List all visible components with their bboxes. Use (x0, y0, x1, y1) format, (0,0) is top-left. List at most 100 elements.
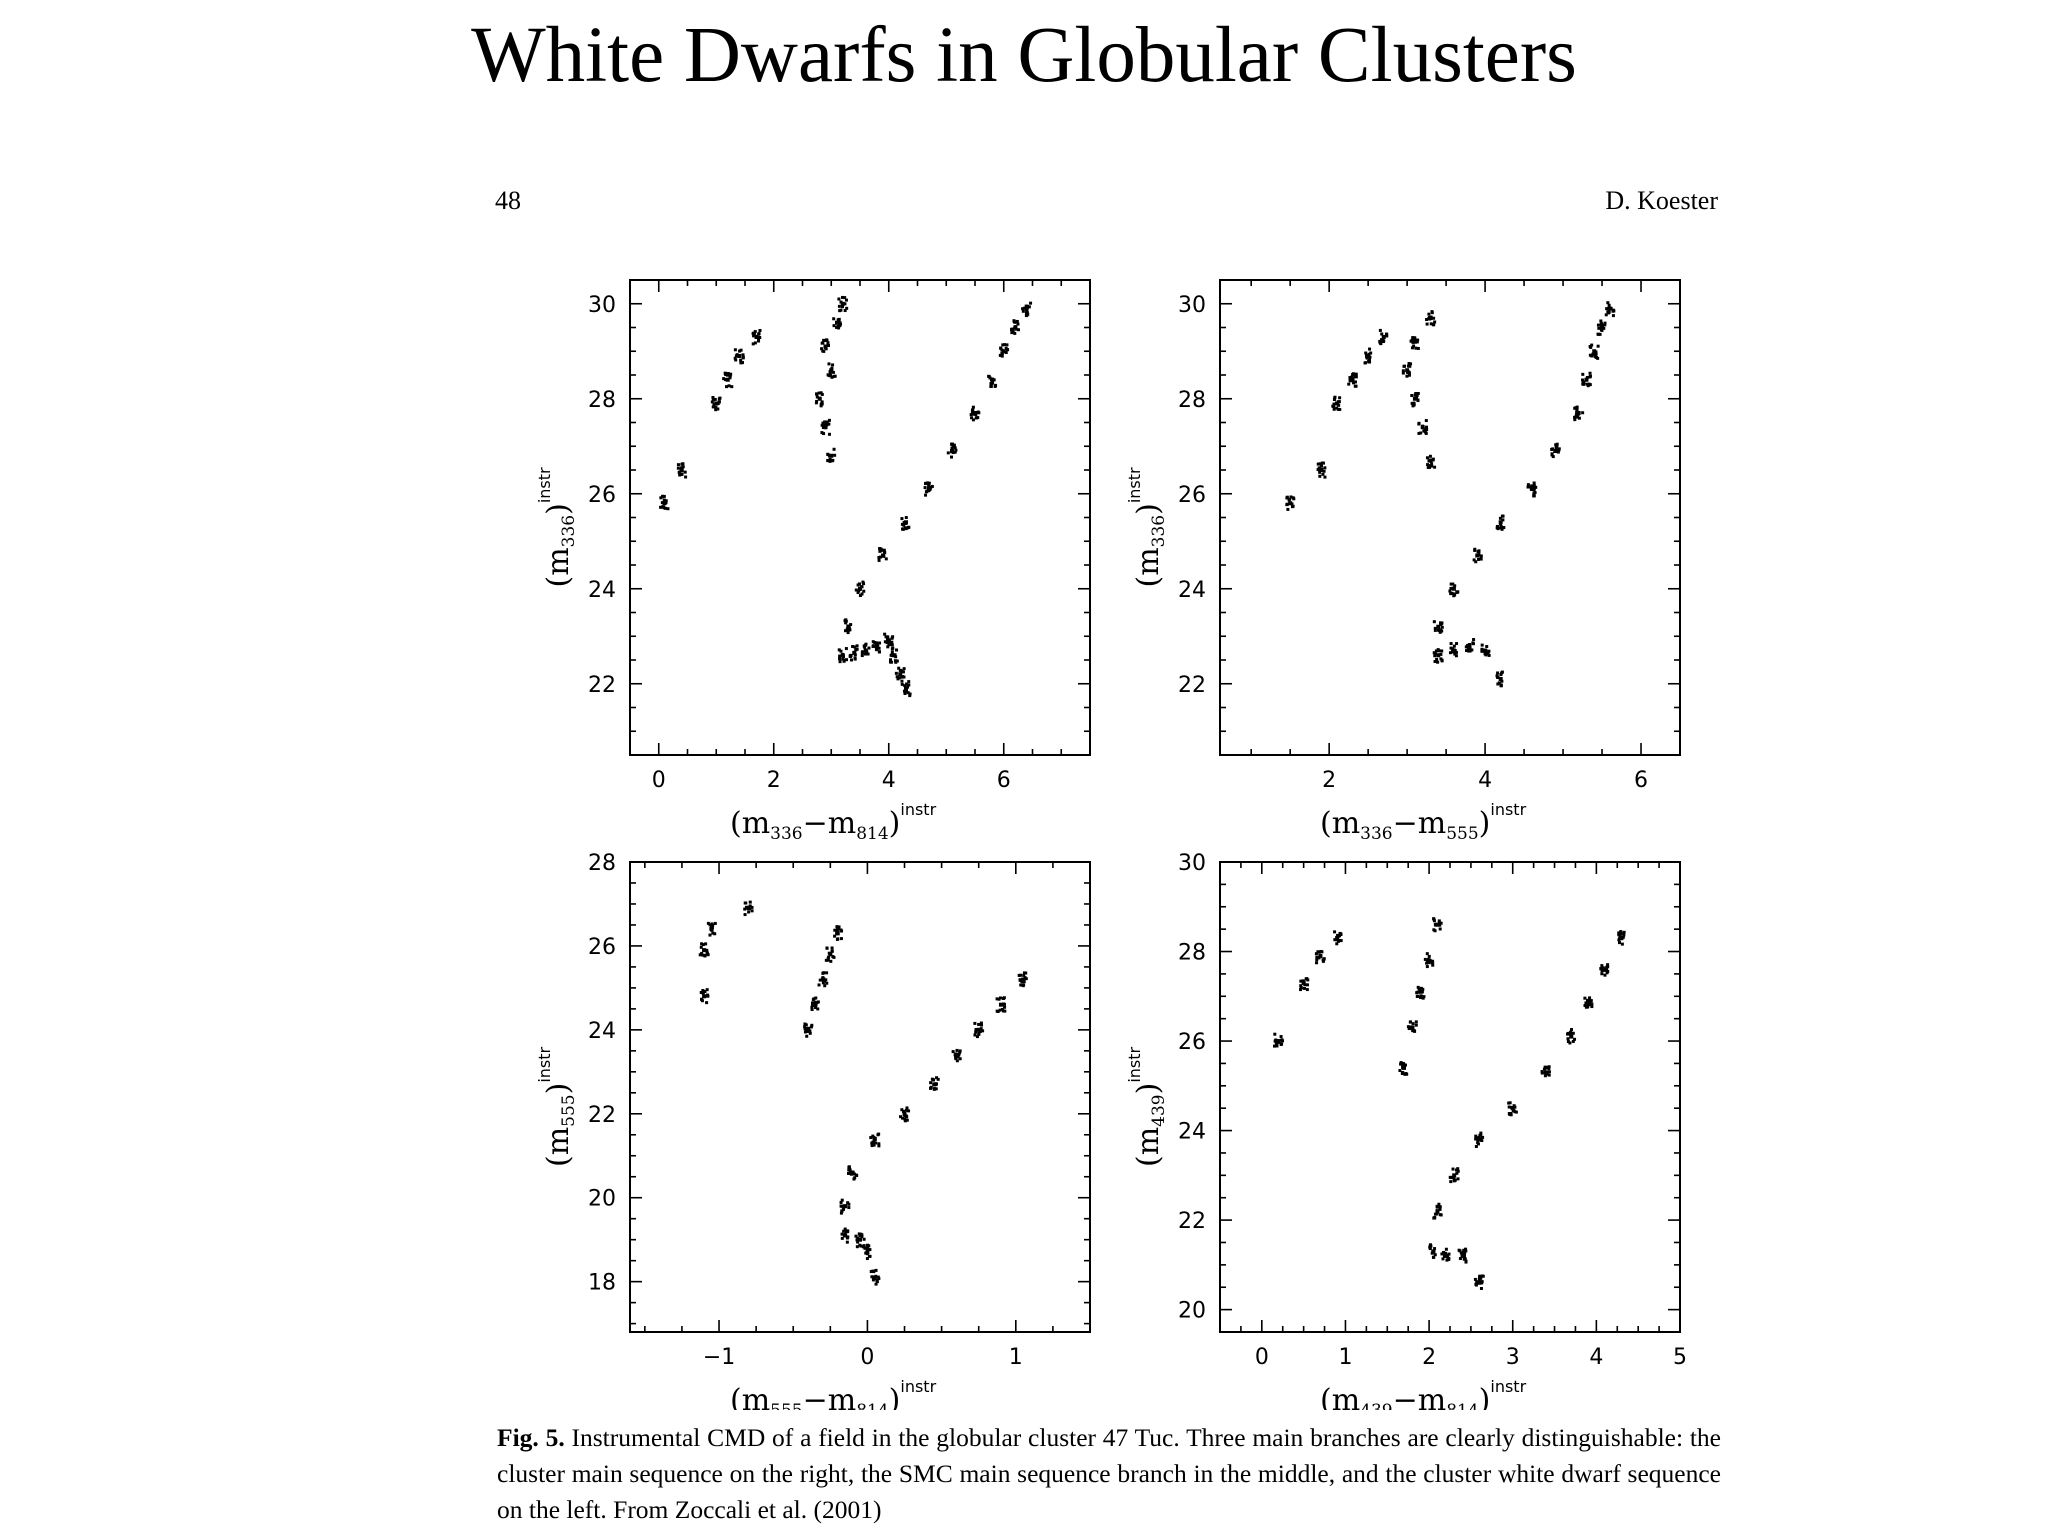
data-point-jitter (808, 1031, 812, 1035)
data-point-jitter (1432, 651, 1436, 655)
data-point-jitter (979, 1027, 983, 1031)
data-point-jitter (1599, 328, 1603, 332)
data-point-jitter (902, 689, 906, 693)
data-point-jitter (1400, 1072, 1404, 1076)
data-point-jitter (854, 648, 858, 652)
data-point-jitter (804, 1023, 808, 1027)
data-point-jitter (849, 654, 853, 658)
data-point-jitter (738, 349, 742, 353)
data-point-jitter (855, 644, 859, 648)
data-point-jitter (1585, 1003, 1589, 1007)
data-point-jitter (829, 374, 833, 378)
data-point-jitter (901, 527, 905, 531)
data-point-jitter (871, 1134, 875, 1138)
data-point-jitter (954, 1055, 958, 1059)
data-point-jitter (950, 455, 954, 459)
data-point-jitter (1445, 1258, 1449, 1262)
data-point-jitter (1412, 338, 1416, 342)
data-point-jitter (739, 358, 743, 362)
y-tick-label: 28 (588, 851, 616, 876)
data-point-jitter (869, 1136, 873, 1140)
data-point-jitter (971, 408, 975, 412)
data-point-jitter (827, 373, 831, 377)
y-tick-label: 30 (1178, 851, 1206, 876)
data-point-jitter (867, 646, 871, 650)
data-point-jitter (831, 370, 835, 374)
data-point-jitter (1476, 1141, 1480, 1145)
data-point-jitter (1605, 307, 1609, 311)
data-point-jitter (832, 955, 836, 959)
data-point-jitter (1003, 1009, 1007, 1013)
data-point-jitter (928, 487, 932, 491)
data-point-jitter (841, 305, 845, 309)
data-point-jitter (1423, 430, 1427, 434)
data-point-jitter (1408, 1027, 1412, 1031)
y-tick-label: 26 (1178, 483, 1206, 508)
data-point-jitter (907, 1109, 911, 1113)
data-point-jitter (857, 589, 861, 593)
data-point-jitter (1600, 972, 1604, 976)
data-point-jitter (1477, 1135, 1481, 1139)
data-point-jitter (845, 1236, 849, 1240)
data-point-jitter (865, 1257, 869, 1261)
data-point (1436, 624, 1441, 629)
data-point-jitter (1334, 938, 1338, 942)
x-axis-label: (m336−m814)instr (730, 800, 937, 844)
data-point-jitter (946, 451, 950, 455)
data-point-jitter (1413, 393, 1417, 397)
data-point-jitter (1331, 404, 1335, 408)
data-point-jitter (1023, 976, 1027, 980)
data-point-jitter (1027, 305, 1031, 309)
data-point-jitter (992, 378, 996, 382)
data-point-jitter (1575, 412, 1579, 416)
data-point-jitter (931, 1078, 935, 1082)
data-point-jitter (981, 1029, 985, 1033)
data-point-jitter (701, 953, 705, 957)
data-point-jitter (1477, 550, 1481, 554)
page-number: 48 (495, 186, 521, 215)
data-point-jitter (1433, 929, 1437, 933)
data-point-jitter (713, 932, 717, 936)
data-point-jitter (1273, 1032, 1277, 1036)
data-point-jitter (865, 649, 869, 653)
data-point-jitter (1601, 966, 1605, 970)
data-point-jitter (861, 580, 865, 584)
data-point-jitter (1554, 443, 1558, 447)
data-point-jitter (846, 631, 850, 635)
y-tick-label: 30 (1178, 293, 1206, 318)
data-point-jitter (1617, 931, 1621, 935)
x-tick-label: 2 (767, 768, 781, 793)
data-point-jitter (847, 1165, 851, 1169)
data-point-jitter (866, 1246, 870, 1250)
cmd-panel-4: 0 1 2 3 4 5 20 22 24 26 28 30 (m439−m814)instr (m439)… (1125, 851, 1687, 1410)
data-point-jitter (1540, 1070, 1544, 1074)
data-point-jitter (1619, 931, 1623, 935)
data-point (1576, 411, 1581, 415)
data-point-jitter (835, 932, 839, 936)
data-point-jitter (901, 670, 905, 674)
data-point-jitter (1449, 1180, 1453, 1184)
data-point-jitter (810, 1023, 814, 1027)
data-point-jitter (1353, 384, 1357, 388)
data-point-jitter (876, 1133, 880, 1137)
data-point-jitter (1305, 983, 1309, 987)
data-point-jitter (1605, 965, 1609, 969)
data-point-jitter (713, 397, 717, 401)
data-point (725, 377, 730, 382)
data-point-jitter (703, 990, 707, 994)
data-point-jitter (809, 1025, 813, 1029)
data-point-jitter (746, 906, 750, 910)
data-point-jitter (815, 399, 819, 403)
data-point-jitter (871, 644, 875, 648)
data-point-jitter (1432, 323, 1436, 327)
data-point-jitter (954, 1052, 958, 1056)
data-point-jitter (1480, 1280, 1484, 1284)
data-point-jitter (1582, 381, 1586, 385)
data-point-jitter (844, 647, 848, 651)
data-point-jitter (1425, 322, 1429, 326)
data-point-jitter (890, 636, 894, 640)
data-point-jitter (1414, 1020, 1418, 1024)
data-point-jitter (743, 907, 747, 911)
data-point-jitter (999, 346, 1003, 350)
data-point-jitter (1428, 1247, 1432, 1251)
